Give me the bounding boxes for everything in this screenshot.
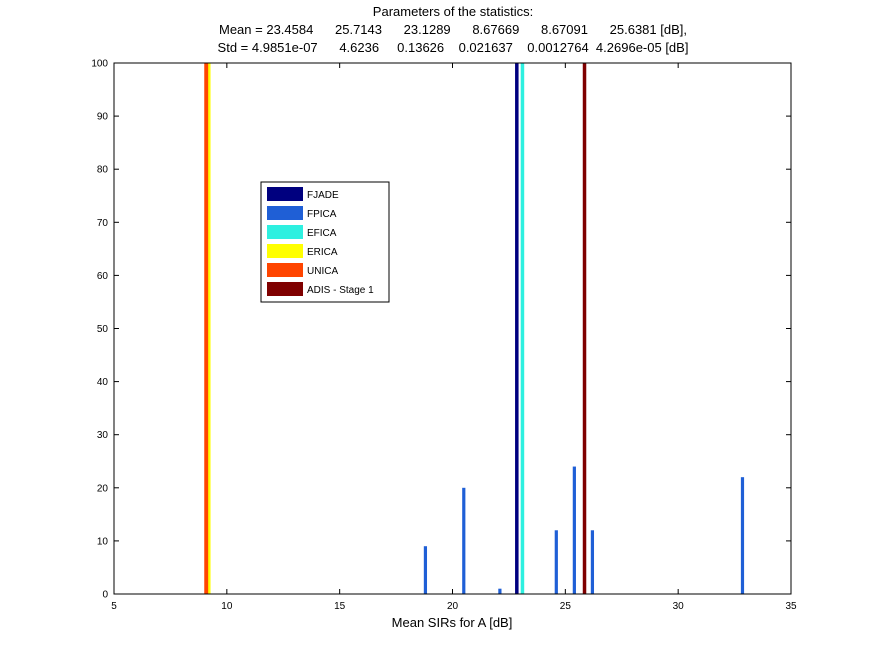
legend-swatch-efica: [267, 225, 303, 239]
chart-title-mean-line: Mean = 23.4584 25.7143 23.1289 8.67669 8…: [219, 22, 687, 37]
legend: FJADE FPICA EFICA ERICA UNICA ADIS - Stage 1: [260, 181, 390, 303]
legend-label-fpica: FPICA: [307, 209, 337, 220]
y-tick-label: 30: [97, 430, 109, 441]
legend-swatch-fjade: [267, 187, 303, 201]
x-tick-label: 35: [785, 601, 797, 612]
bar-efica: [520, 63, 525, 594]
x-tick-label: 20: [447, 601, 459, 612]
chart-title-std-line: Std = 4.9851e-07 4.6236 0.13626 0.021637…: [218, 40, 689, 55]
bar-fpica: [572, 466, 576, 594]
plot-area: [114, 63, 791, 594]
y-tick-label: 20: [97, 483, 109, 494]
y-tick-label: 40: [97, 377, 109, 388]
bar-fpica: [423, 546, 428, 594]
legend-label-adis-stage-1: ADIS - Stage 1: [307, 285, 374, 296]
y-tick-label: 90: [97, 112, 109, 123]
x-tick-label: 10: [221, 601, 233, 612]
legend-label-fjade: FJADE: [307, 190, 339, 201]
legend-label-erica: ERICA: [307, 247, 338, 258]
bar-unica: [205, 63, 210, 594]
bar-fpica: [740, 477, 745, 594]
y-tick-label: 70: [97, 218, 109, 229]
x-tick-label: 25: [560, 601, 572, 612]
y-tick-label: 50: [97, 324, 109, 335]
bar-fpica: [498, 588, 502, 594]
x-tick-label: 15: [334, 601, 346, 612]
legend-label-unica: UNICA: [307, 266, 338, 277]
bar-fpica: [590, 530, 595, 594]
y-tick-label: 10: [97, 536, 109, 547]
y-tick-label: 100: [91, 59, 108, 70]
y-tick-label: 60: [97, 271, 109, 282]
legend-swatch-erica: [267, 244, 303, 258]
x-tick-label: 30: [673, 601, 685, 612]
bar-unica-edge: [204, 63, 207, 594]
y-tick-label: 80: [97, 165, 109, 176]
legend-swatch-unica: [267, 263, 303, 277]
legend-swatch-adis-stage-1: [267, 282, 303, 296]
chart-title: Parameters of the statistics:: [373, 4, 533, 19]
bar-fjade: [515, 63, 519, 594]
legend-label-efica: EFICA: [307, 228, 337, 239]
legend-swatch-fpica: [267, 206, 303, 220]
bar-fpica: [554, 530, 558, 594]
x-axis-label: Mean SIRs for A [dB]: [392, 615, 513, 630]
y-tick-label: 0: [102, 590, 108, 601]
bar-adis-stage-1: [582, 63, 587, 594]
bar-erica-highlight: [208, 63, 210, 594]
x-tick-label: 5: [111, 601, 117, 612]
bars-layer: [204, 63, 745, 594]
bar-fpica: [462, 487, 466, 594]
ticks-layer: 5 10 15 20 25 30 35 0 10 20 30 40 50 60 70 80 90 100: [91, 59, 797, 613]
